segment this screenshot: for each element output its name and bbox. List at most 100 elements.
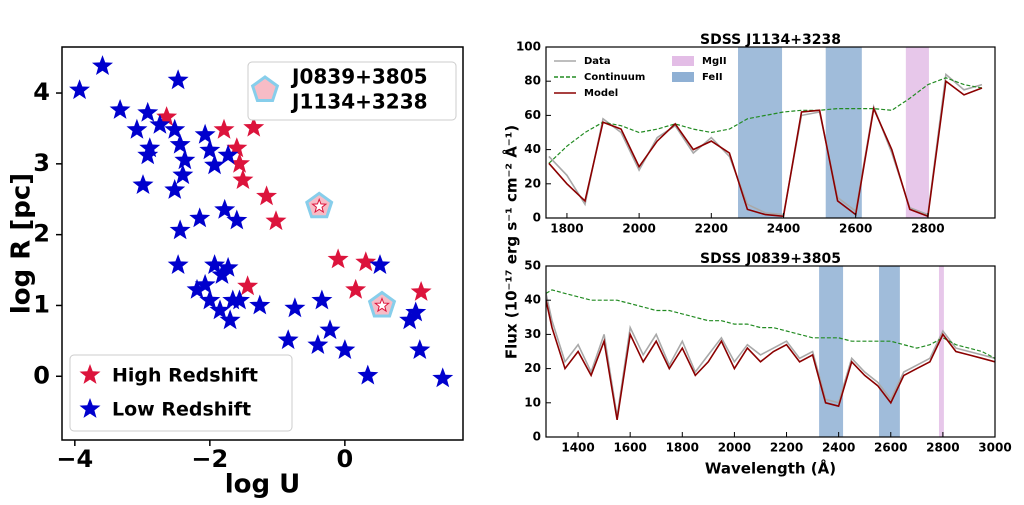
star-point <box>265 210 287 231</box>
x-tick-label: 2800 <box>926 441 959 455</box>
x-tick-label: 2000 <box>718 441 751 455</box>
star-point <box>69 79 90 100</box>
star-point <box>164 179 186 199</box>
legend-pentagon <box>250 75 280 102</box>
y-tick-label: 10 <box>524 395 541 409</box>
legend-label: Continuum <box>584 72 645 83</box>
y-tick-label: 100 <box>516 40 541 54</box>
star-point <box>219 309 241 330</box>
star-point <box>249 294 271 315</box>
star-point <box>186 278 208 299</box>
x-tick-label: 2400 <box>822 441 855 455</box>
star-point <box>139 137 161 158</box>
star-point <box>126 118 148 139</box>
star-point <box>211 264 233 284</box>
legend-patch <box>672 56 694 66</box>
x-tick-label: 2000 <box>622 222 655 236</box>
shaded-region <box>938 266 944 437</box>
y-tick-label: 1 <box>33 290 50 318</box>
y-tick-label: 4 <box>33 78 50 106</box>
x-tick-label: 1600 <box>613 441 646 455</box>
legend-label: MgII <box>702 56 727 67</box>
y-tick-label: 2 <box>33 220 50 248</box>
x-tick-label: 2600 <box>839 222 872 236</box>
spectrum-line <box>546 300 995 421</box>
legend-label: Low Redshift <box>112 399 251 421</box>
chart-title: SDSS J0839+3805 <box>700 251 841 267</box>
legend-box <box>69 354 293 432</box>
star-point <box>172 164 194 185</box>
axes-frame <box>545 265 996 438</box>
star-point <box>284 297 306 318</box>
star-point <box>232 169 254 189</box>
x-tick-label: 1800 <box>550 222 583 236</box>
y-axis-label: Flux (10⁻¹⁷ erg s⁻¹ cm⁻² Å⁻¹) <box>502 125 521 359</box>
spectrum-line <box>548 77 983 164</box>
x-tick-label: 2400 <box>767 222 800 236</box>
y-tick-label: 0 <box>33 361 50 389</box>
highlight-star <box>373 297 390 313</box>
star-point <box>199 139 221 160</box>
y-tick-label: 40 <box>524 293 541 307</box>
star-point <box>256 185 277 206</box>
y-axis-label: log R [pc] <box>7 173 37 314</box>
x-tick-label: 1800 <box>666 441 699 455</box>
x-tick-label: 2200 <box>695 222 728 236</box>
x-tick-label: 0 <box>337 445 354 473</box>
axes-frame <box>61 46 464 441</box>
star-point <box>164 118 186 139</box>
star-point <box>327 248 349 269</box>
star-point <box>432 367 454 388</box>
highlight-star <box>311 197 328 214</box>
shaded-region <box>879 266 900 437</box>
axes-frame <box>545 46 996 219</box>
star-point <box>307 334 329 354</box>
star-point <box>217 144 239 165</box>
y-tick-label: 60 <box>524 108 541 122</box>
x-tick-label: 2200 <box>770 441 803 455</box>
star-point <box>132 174 154 194</box>
star-point <box>199 289 221 310</box>
star-point <box>167 69 189 90</box>
star-point <box>409 339 431 359</box>
x-tick-label: 2600 <box>874 441 907 455</box>
star-point <box>167 254 189 274</box>
star-point <box>345 278 367 299</box>
star-point <box>405 301 427 322</box>
star-point <box>357 364 379 385</box>
star-point <box>194 123 216 144</box>
legend-star <box>79 398 101 418</box>
star-point <box>109 99 131 119</box>
x-axis-label: Wavelength (Å) <box>705 459 836 478</box>
star-point <box>149 113 171 134</box>
legend-label: Model <box>584 88 618 99</box>
legend-box <box>247 61 457 121</box>
y-tick-label: 0 <box>533 211 541 225</box>
shaded-region <box>905 47 929 218</box>
x-tick-label: −4 <box>56 445 93 473</box>
star-point <box>214 198 236 219</box>
y-tick-label: 0 <box>533 430 541 444</box>
star-point <box>229 152 250 173</box>
star-point <box>204 154 225 175</box>
y-tick-label: 30 <box>524 327 541 341</box>
star-point <box>226 137 248 158</box>
star-point <box>174 149 196 170</box>
star-point <box>194 273 216 294</box>
star-point <box>399 309 421 330</box>
star-point <box>319 319 341 340</box>
star-point <box>277 329 299 350</box>
x-tick-label: 1400 <box>561 441 594 455</box>
star-point <box>169 219 191 240</box>
legend-label: FeII <box>702 72 723 83</box>
star-point <box>226 209 248 230</box>
star-point <box>311 289 333 310</box>
star-point <box>169 133 191 154</box>
spectrum-line <box>546 289 995 359</box>
legend-label: Data <box>584 56 611 67</box>
x-axis-label: log U <box>225 470 301 500</box>
y-tick-label: 40 <box>524 142 541 156</box>
star-point <box>243 116 265 137</box>
